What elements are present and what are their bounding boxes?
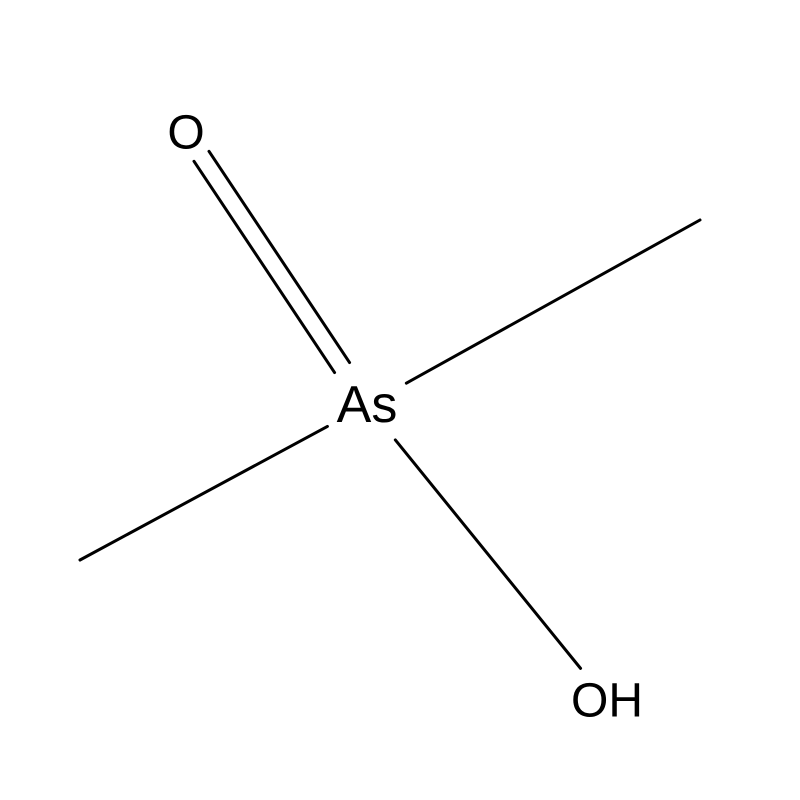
- atoms-group: As O OH: [167, 107, 643, 728]
- atom-label-As: As: [337, 376, 398, 434]
- bond-As-OH: [395, 440, 580, 668]
- molecule-diagram: As O OH: [0, 0, 800, 800]
- bond-As-C2: [80, 426, 327, 560]
- atom-label-OH: OH: [571, 675, 643, 728]
- bond-As-O-b: [194, 161, 335, 372]
- bond-As-O-a: [209, 151, 350, 362]
- bond-As-C1: [406, 220, 700, 383]
- atom-label-O: O: [167, 107, 204, 160]
